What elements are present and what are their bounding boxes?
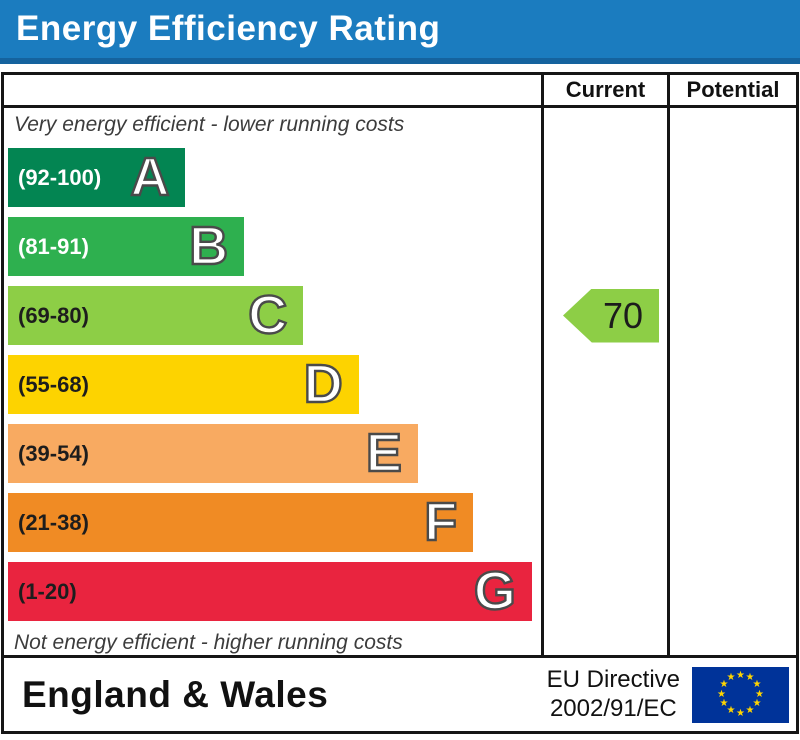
band-g: (1-20) G	[8, 560, 532, 622]
eu-flag-star-icon: ★	[717, 688, 726, 700]
current-rating-arrow: 70	[563, 288, 659, 343]
band-letter: A	[129, 146, 170, 207]
title-bar: Energy Efficiency Rating	[0, 0, 800, 64]
table-body-row: Very energy efficient - lower running co…	[4, 108, 796, 655]
energy-rating-table: Current Potential Very energy efficient …	[1, 72, 799, 658]
current-column: 70	[541, 108, 667, 655]
eu-flag-star-icon: ★	[752, 679, 762, 690]
footer-bar: England & Wales EU Directive 2002/91/EC …	[1, 658, 799, 734]
band-b: (81-91) B	[8, 215, 245, 277]
eu-flag-star-icon: ★	[726, 704, 736, 716]
footer-right-group: EU Directive 2002/91/EC ★ ★ ★ ★ ★ ★ ★ ★ ★ ★ ★ ★	[547, 666, 789, 724]
band-range: (1-20)	[18, 578, 77, 604]
band-range: (21-38)	[18, 509, 89, 535]
band-range: (81-91)	[18, 233, 89, 259]
page-title: Energy Efficiency Rating	[16, 9, 441, 48]
band-c: (69-80) C	[8, 284, 304, 346]
potential-column	[667, 108, 796, 655]
bottom-caption: Not energy efficient - higher running co…	[14, 631, 403, 654]
current-rating-value: 70	[602, 294, 644, 336]
band-letter: F	[423, 491, 458, 552]
eu-flag-star-icon: ★	[736, 707, 745, 719]
band-range: (39-54)	[18, 440, 89, 466]
header-spacer-cell	[4, 75, 541, 105]
band-range: (55-68)	[18, 371, 89, 397]
eu-flag-icon: ★ ★ ★ ★ ★ ★ ★ ★ ★ ★ ★ ★	[692, 666, 789, 723]
band-letter: D	[303, 353, 344, 414]
eu-directive-line2: 2002/91/EC	[549, 694, 677, 722]
eu-flag-star-icon: ★	[745, 672, 755, 684]
band-range: (92-100)	[18, 164, 102, 190]
band-range: (69-80)	[18, 302, 89, 328]
eu-flag-star-icon: ★	[726, 672, 736, 684]
band-letter: E	[365, 422, 403, 483]
band-a: (92-100) A	[8, 146, 186, 208]
eu-flag-star-icon: ★	[745, 704, 755, 716]
eu-flag-star-icon: ★	[719, 679, 729, 690]
band-letter: C	[247, 284, 288, 345]
band-d: (55-68) D	[8, 353, 359, 415]
eu-flag-star-icon: ★	[736, 669, 745, 681]
band-e: (39-54) E	[8, 422, 418, 484]
band-letter: B	[188, 215, 229, 276]
current-column-header: Current	[541, 75, 667, 105]
rating-bands-chart: Very energy efficient - lower running co…	[4, 108, 541, 655]
region-label: England & Wales	[22, 673, 329, 715]
eu-directive-line1: EU Directive	[546, 665, 680, 693]
band-letter: G	[473, 560, 517, 621]
potential-column-header: Potential	[667, 75, 796, 105]
band-f: (21-38) F	[8, 491, 474, 553]
eu-flag-star-icon: ★	[755, 688, 764, 700]
top-caption: Very energy efficient - lower running co…	[14, 113, 405, 136]
eu-directive-label: EU Directive 2002/91/EC	[547, 666, 680, 724]
eu-flag-star-icon: ★	[719, 698, 729, 709]
table-header-row: Current Potential	[4, 75, 796, 108]
eu-flag-star-icon: ★	[752, 698, 762, 709]
